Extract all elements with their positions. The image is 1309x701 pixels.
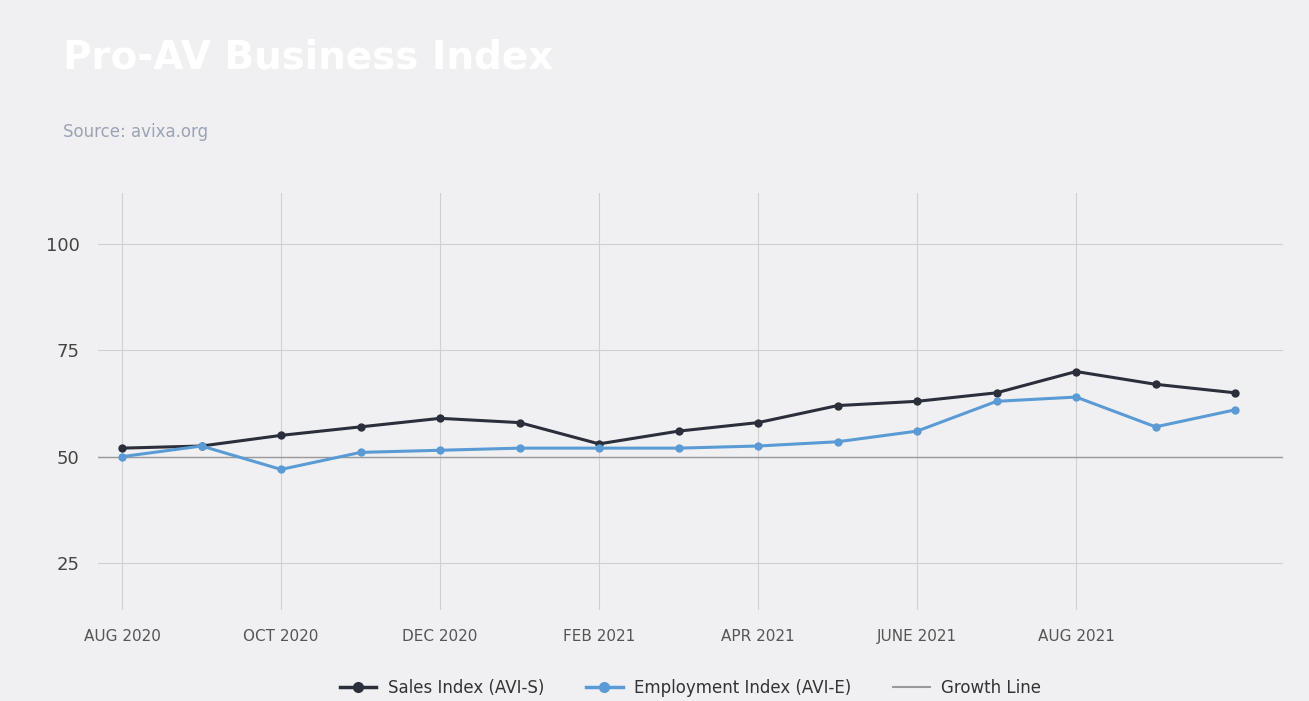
Legend: Sales Index (AVI-S), Employment Index (AVI-E), Growth Line: Sales Index (AVI-S), Employment Index (A… [332,672,1049,701]
Text: Source: avixa.org: Source: avixa.org [63,123,208,142]
Text: Pro-AV Business Index: Pro-AV Business Index [63,38,554,76]
